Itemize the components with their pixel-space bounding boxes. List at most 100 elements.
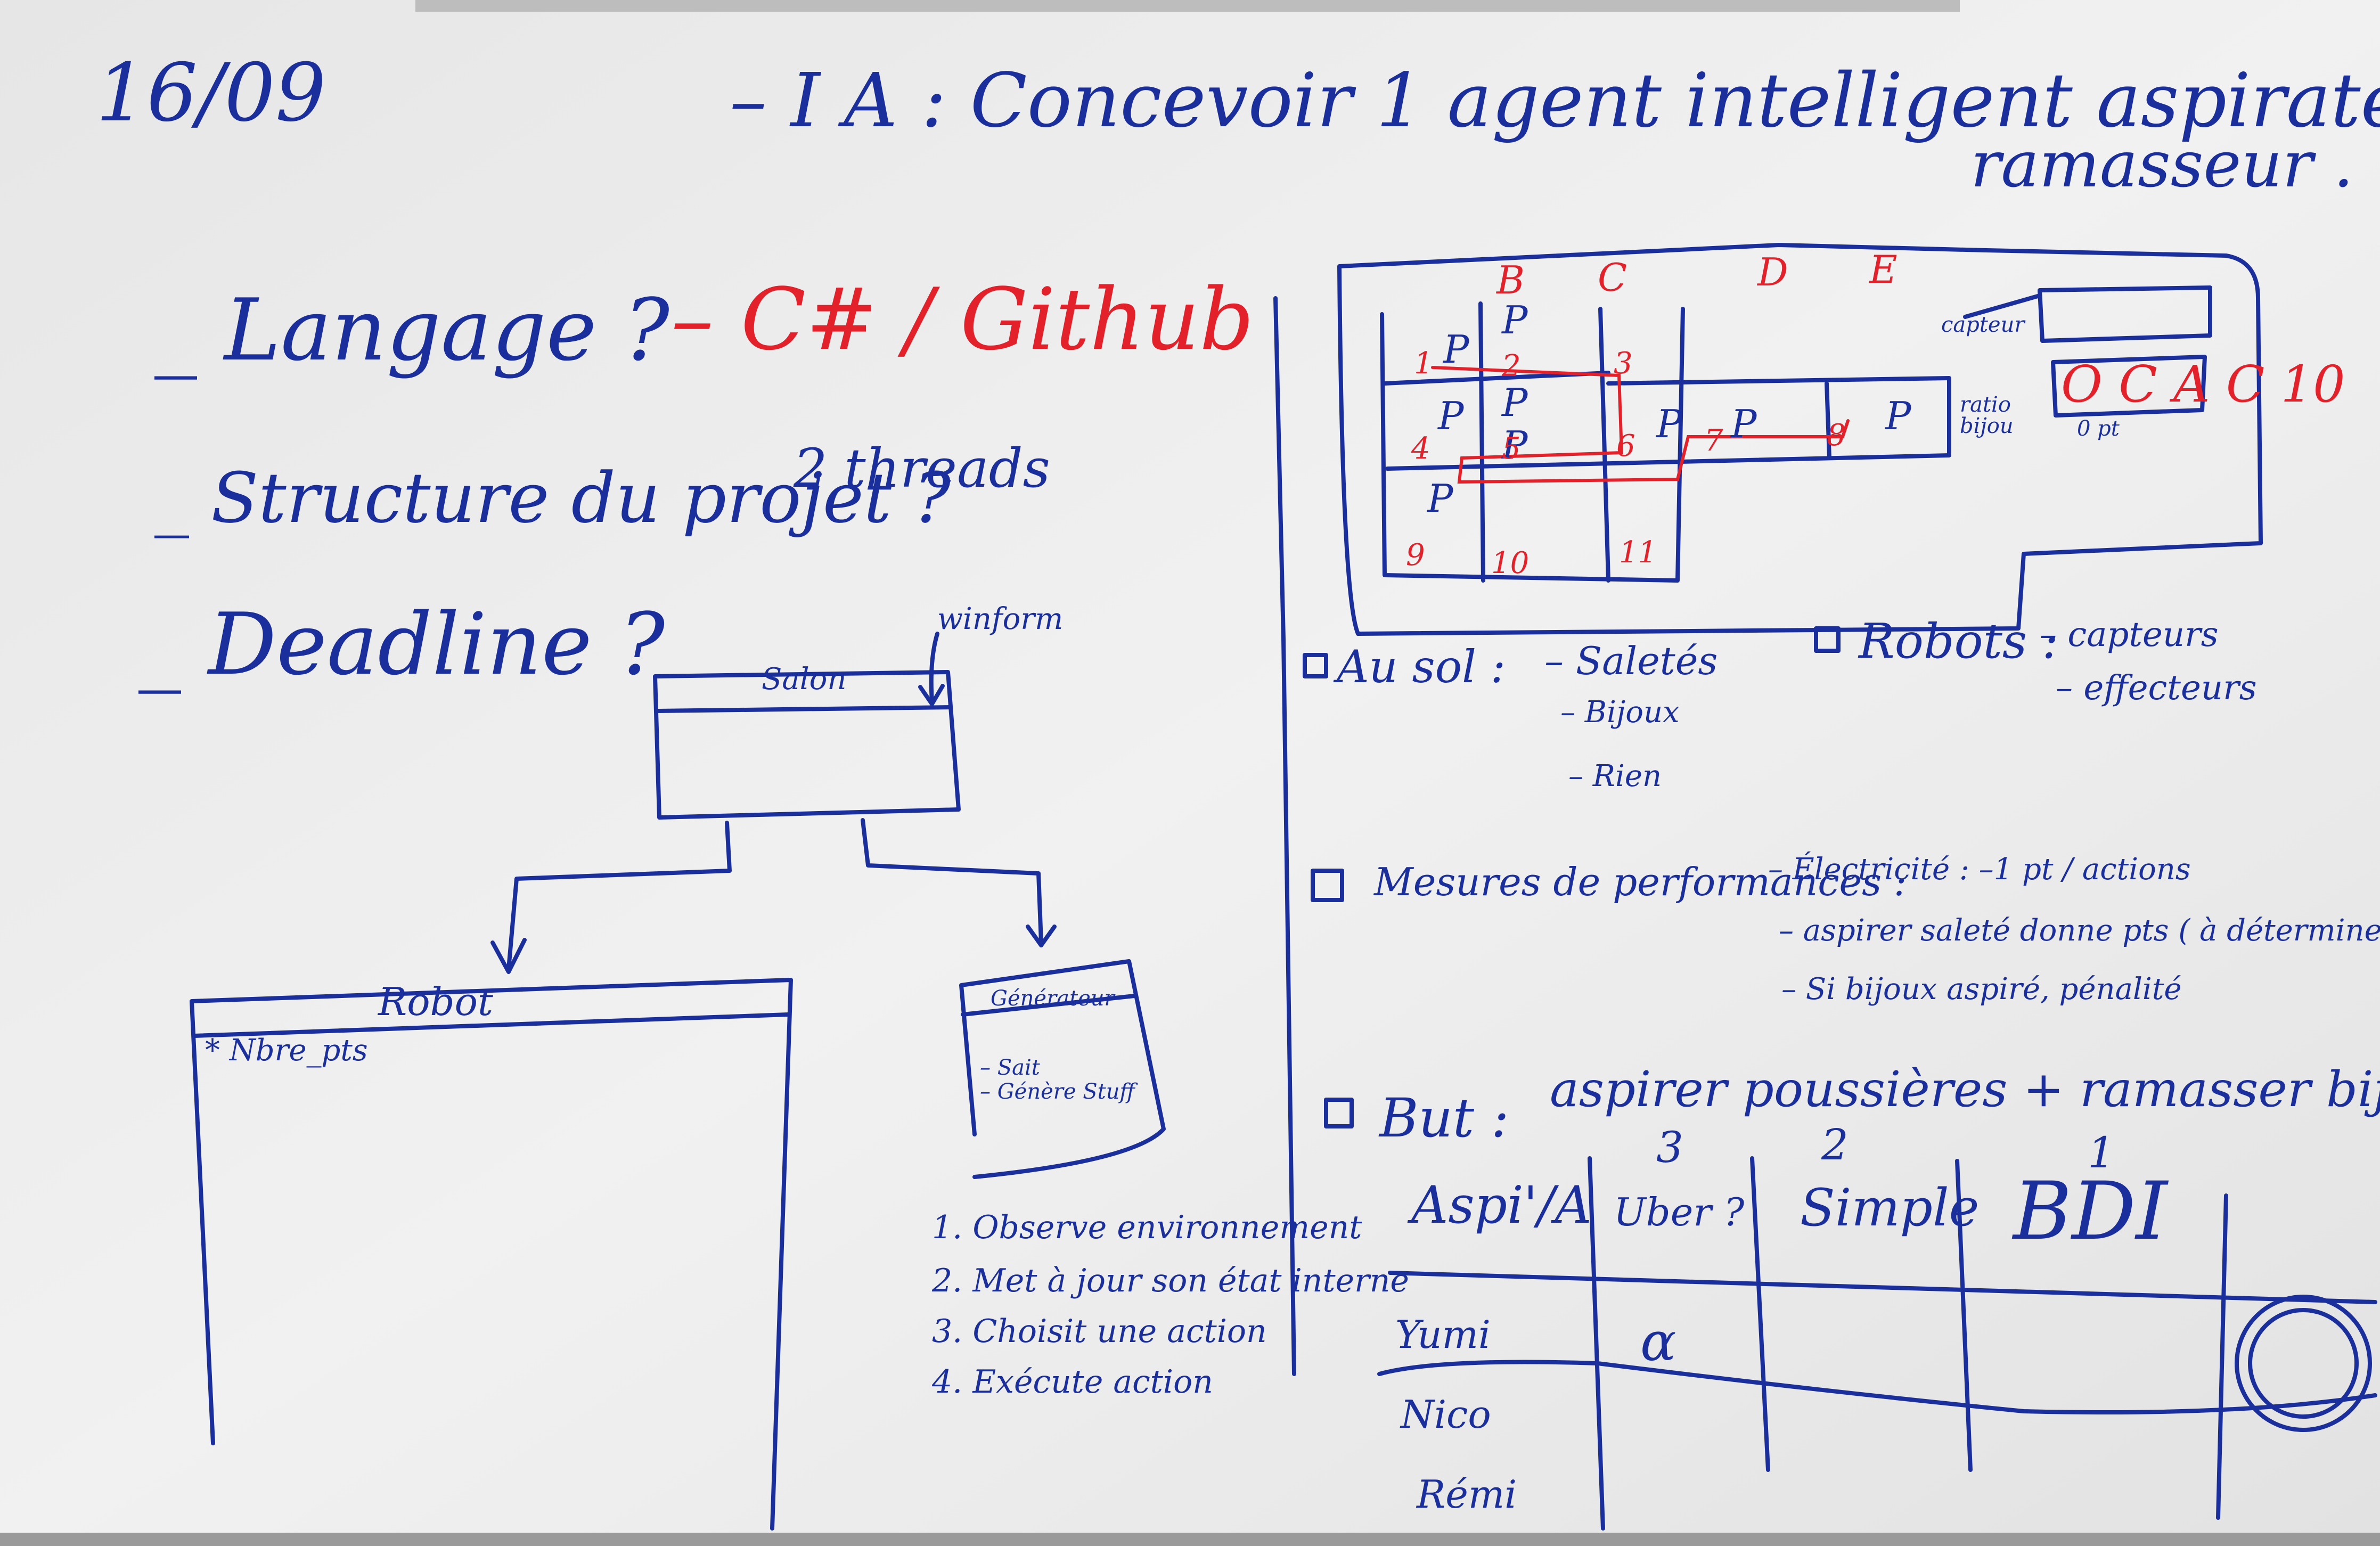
step-2: 2. Met à jour son état interne [932,1262,1409,1299]
date-label: 16/09 [96,47,326,140]
generator-item-1: – Sait [980,1056,1040,1080]
grid-step-number: 1 [1414,346,1433,381]
checkbox-icon [1324,1098,1354,1128]
robots-heading: Robots : [1859,614,2059,669]
grid-outer [1337,243,2263,636]
grid-cell: P [1427,476,1453,521]
grid-inner [1380,307,1685,583]
board-top-tray [415,0,1960,12]
table-priority: 3 [1656,1123,1683,1172]
grid-step-number: 7 [1704,423,1723,458]
score-value: O C A C 10 [2061,355,2345,414]
au-sol-item: – Rien [1568,759,1662,794]
score-box-top [2038,285,2212,343]
table-circle-inner [2248,1308,2359,1419]
au-sol-item: – Bijoux [1560,695,1680,730]
au-sol-heading: Au sol : [1337,641,1506,693]
table-row-name: Rémi [1417,1472,1517,1517]
generator-item-2: – Génère Stuff [980,1079,1135,1104]
checkbox-icon [1814,626,1841,653]
score-sub: 0 pt [2077,416,2120,441]
table-circle [2235,1295,2372,1432]
score-box [2051,355,2207,418]
capteur-note: capteur [1941,313,2025,337]
checkbox-icon [1311,869,1344,902]
table-row-line [1377,1360,2377,1414]
table-priority: 1 [2088,1128,2115,1177]
table-col-4 [2216,1193,2228,1520]
table-col-1 [1588,1156,1605,1531]
table-header-cell: Uber ? [1614,1190,1745,1234]
grid-step-number: 5 [1502,431,1521,466]
grid-cell: P [1885,394,1911,438]
step-1: 1. Observe environnement [932,1209,1362,1246]
grid-cell: P [1502,423,1528,468]
but-text: aspirer poussières + ramasser bijoux [1550,1061,2380,1118]
grid-step-number: 4 [1411,431,1430,466]
salon-label: Salon [762,662,847,697]
grid-cell: P [1502,380,1528,425]
checkbox-icon [1303,653,1328,678]
robot-path [1431,366,1850,484]
grid-step-number: 10 [1491,546,1530,580]
salon-box [653,670,961,820]
capteur-arrow [1963,293,2042,319]
arrow-to-robot [490,821,732,974]
but-heading: But : [1379,1087,1509,1149]
table-col-2 [1750,1156,1770,1472]
mesures-heading: Mesures de performances : [1374,860,1907,904]
grid-step-number: 9 [1406,538,1425,572]
au-sol-item: – Saletés [1544,639,1718,683]
question-deadline: _ Deadline ? [138,594,665,694]
generator-divider [961,994,1136,1017]
grid-cell: P [1502,298,1528,342]
robots-item: – effecteurs [2056,668,2257,708]
answer-langage: – C# / Github [671,269,1254,369]
grid-corridor [1606,376,1951,455]
winform-note: winform [937,602,1064,636]
board-bottom-edge [0,1533,2380,1546]
generator-box [959,959,1166,1179]
grid-col-letter: D [1757,250,1788,295]
ratio-note: ratio bijou [1960,392,2014,438]
step-3: 3. Choisit une action [932,1313,1267,1350]
robot-label: Robot [378,979,493,1024]
generator-label: Générateur [991,986,1115,1011]
grid-cell: P [1438,394,1464,438]
grid-step-number: 8 [1827,418,1846,453]
mesures-item: – aspirer saleté donne pts ( à détermine… [1779,913,2380,948]
grid-col-letter: E [1869,247,1898,292]
title-line-1: – I A : Concevoir 1 agent intelligent as… [730,58,2380,144]
title-line-2: ramasseur . [1970,128,2354,202]
table-header-line [1388,1271,2377,1304]
winform-arrow [918,632,945,706]
step-4: 4. Exécute action [932,1363,1213,1401]
question-structure: _ Structure du projet ? [154,457,951,538]
table-row-name: Nico [1401,1392,1491,1437]
robot-box [190,978,793,1531]
mesures-item: – Si bijoux aspiré, pénalité [1781,972,2182,1007]
answer-structure: 2 threads [794,437,1050,500]
salon-divider [656,705,953,713]
table-header-cell: Simple [1800,1178,1980,1238]
robots-item: – capteurs [2040,615,2219,655]
table-priority: 2 [1821,1120,1849,1169]
robot-divider [192,1012,790,1038]
arrow-to-generator [861,818,1057,947]
mesures-item: – Électricité : –1 pt / actions [1768,852,2191,887]
question-langage: _ Langage ? [154,280,670,380]
grid-col-letter: C [1598,255,1627,300]
grid-vline-3 [1825,381,1831,460]
table-cell: α [1640,1311,1676,1373]
grid-step-number: 11 [1619,535,1657,570]
grid-step-number: 3 [1614,346,1633,381]
grid-vline-1 [1478,301,1485,583]
robot-attribute: * Nbre_pts [205,1033,368,1068]
table-row-name: Yumi [1395,1312,1491,1357]
grid-step-number: 6 [1616,429,1635,463]
table-header-cell: BDI [2013,1165,2168,1258]
grid-cell: P [1731,402,1757,446]
table-header-cell: Aspi'/A [1411,1175,1592,1235]
